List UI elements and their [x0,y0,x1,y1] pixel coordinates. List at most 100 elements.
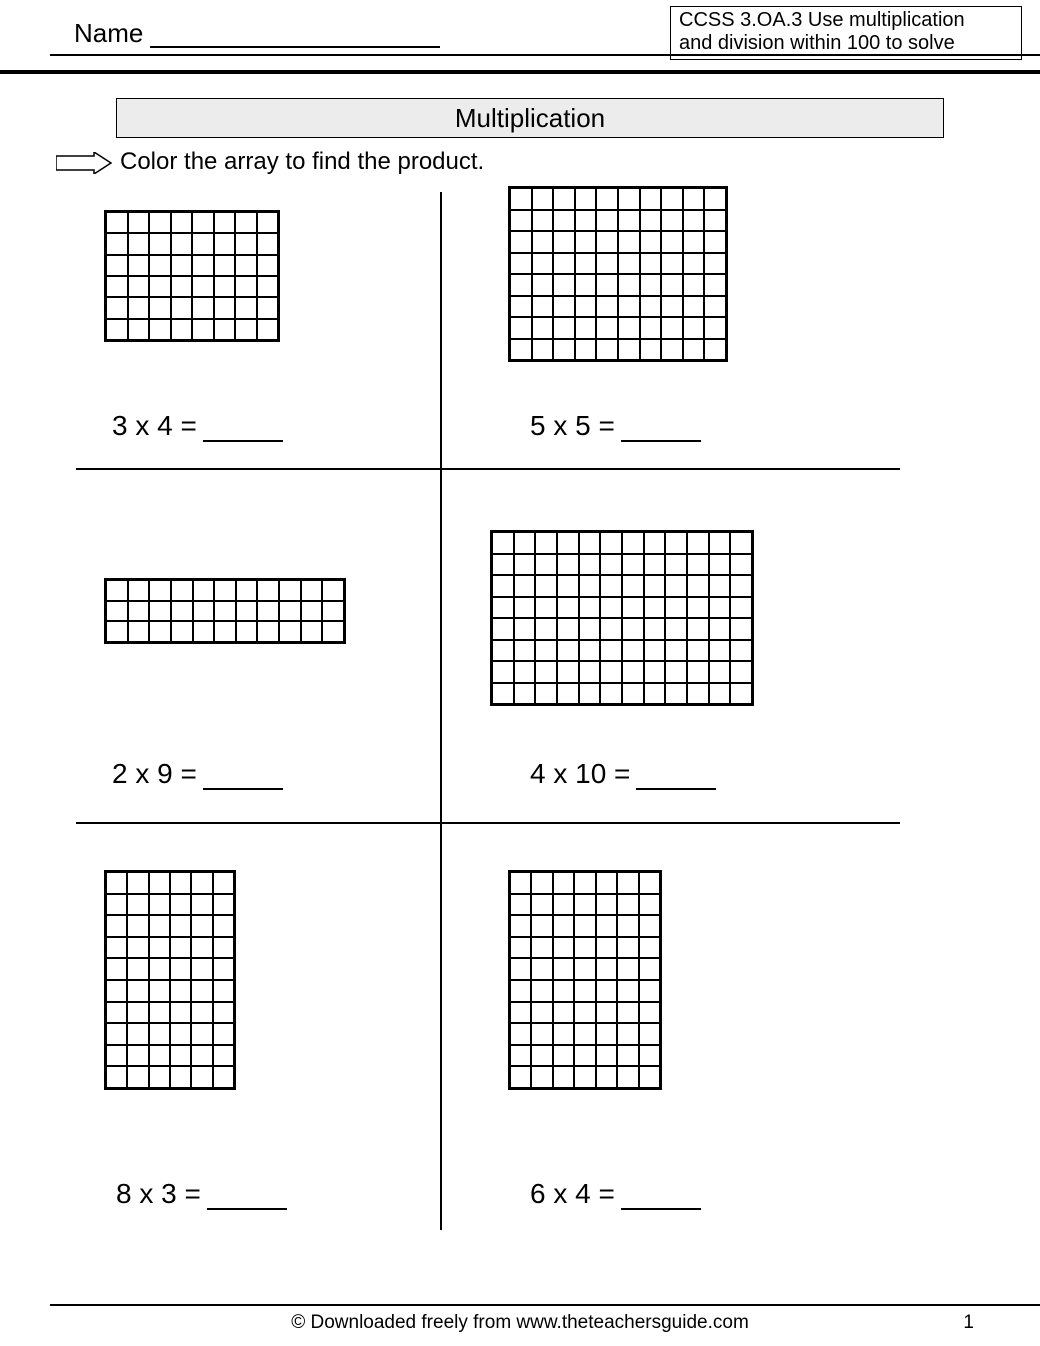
grid-cell[interactable] [704,231,726,253]
grid-cell[interactable] [514,597,536,619]
grid-cell[interactable] [640,274,662,296]
grid-cell[interactable] [127,937,148,959]
grid-cell[interactable] [322,621,344,642]
grid-cell[interactable] [579,683,601,705]
grid-cell[interactable] [510,980,531,1002]
grid-cell[interactable] [553,937,574,959]
grid-cell[interactable] [579,618,601,640]
grid-cell[interactable] [510,1066,531,1088]
grid-cell[interactable] [531,937,552,959]
grid-cell[interactable] [553,210,575,232]
grid-cell[interactable] [704,296,726,318]
grid-cell[interactable] [213,980,234,1002]
grid-cell[interactable] [192,276,214,297]
grid-cell[interactable] [553,872,574,894]
grid-cell[interactable] [213,958,234,980]
grid-cell[interactable] [170,872,191,894]
grid-cell[interactable] [665,554,687,576]
grid-cell[interactable] [170,958,191,980]
grid-cell[interactable] [510,894,531,916]
grid-cell[interactable] [531,894,552,916]
grid-cell[interactable] [639,1023,660,1045]
grid-cell[interactable] [235,297,257,318]
answer-blank[interactable] [203,440,283,442]
grid-cell[interactable] [618,231,640,253]
grid-cell[interactable] [574,1066,595,1088]
grid-cell[interactable] [553,894,574,916]
grid-cell[interactable] [106,958,127,980]
grid-cell[interactable] [596,915,617,937]
grid-cell[interactable] [510,1023,531,1045]
grid-cell[interactable] [235,276,257,297]
grid-cell[interactable] [639,1066,660,1088]
grid-cell[interactable] [170,1023,191,1045]
grid-cell[interactable] [127,894,148,916]
grid-cell[interactable] [128,580,150,601]
grid-cell[interactable] [106,276,128,297]
grid-cell[interactable] [106,1045,127,1067]
grid-cell[interactable] [510,1045,531,1067]
grid-cell[interactable] [149,980,170,1002]
grid-cell[interactable] [149,580,171,601]
grid-cell[interactable] [531,1066,552,1088]
grid-cell[interactable] [492,683,514,705]
grid-cell[interactable] [535,683,557,705]
grid-cell[interactable] [600,575,622,597]
grid-cell[interactable] [640,339,662,361]
grid-cell[interactable] [644,683,666,705]
grid-cell[interactable] [492,554,514,576]
grid-cell[interactable] [279,601,301,622]
grid-cell[interactable] [709,554,731,576]
grid-cell[interactable] [106,319,128,340]
grid-cell[interactable] [730,575,752,597]
grid-cell[interactable] [665,661,687,683]
grid-cell[interactable] [213,1002,234,1024]
grid-cell[interactable] [622,532,644,554]
grid-cell[interactable] [127,915,148,937]
grid-cell[interactable] [618,274,640,296]
grid-cell[interactable] [640,188,662,210]
grid-cell[interactable] [596,274,618,296]
grid-cell[interactable] [575,210,597,232]
grid-cell[interactable] [127,980,148,1002]
grid-cell[interactable] [192,297,214,318]
answer-blank[interactable] [207,1208,287,1210]
grid-cell[interactable] [531,980,552,1002]
grid-cell[interactable] [171,255,193,276]
grid-cell[interactable] [149,233,171,254]
grid-cell[interactable] [532,296,554,318]
grid-cell[interactable] [575,339,597,361]
grid-cell[interactable] [644,618,666,640]
grid-cell[interactable] [704,317,726,339]
grid-cell[interactable] [532,339,554,361]
grid-cell[interactable] [213,1023,234,1045]
grid-cell[interactable] [213,894,234,916]
grid-cell[interactable] [170,894,191,916]
grid-cell[interactable] [514,554,536,576]
array-grid-6[interactable] [508,870,662,1090]
grid-cell[interactable] [683,210,705,232]
grid-cell[interactable] [640,231,662,253]
grid-cell[interactable] [510,937,531,959]
grid-cell[interactable] [709,597,731,619]
grid-cell[interactable] [687,661,709,683]
grid-cell[interactable] [661,188,683,210]
grid-cell[interactable] [279,621,301,642]
grid-cell[interactable] [149,319,171,340]
grid-cell[interactable] [644,532,666,554]
grid-cell[interactable] [553,915,574,937]
grid-cell[interactable] [149,872,170,894]
grid-cell[interactable] [191,1066,212,1088]
grid-cell[interactable] [149,1002,170,1024]
grid-cell[interactable] [683,296,705,318]
answer-blank[interactable] [621,1208,701,1210]
grid-cell[interactable] [553,231,575,253]
grid-cell[interactable] [213,1066,234,1088]
grid-cell[interactable] [704,210,726,232]
grid-cell[interactable] [106,872,127,894]
grid-cell[interactable] [557,532,579,554]
grid-cell[interactable] [235,233,257,254]
grid-cell[interactable] [618,253,640,275]
grid-cell[interactable] [510,339,532,361]
grid-cell[interactable] [596,231,618,253]
